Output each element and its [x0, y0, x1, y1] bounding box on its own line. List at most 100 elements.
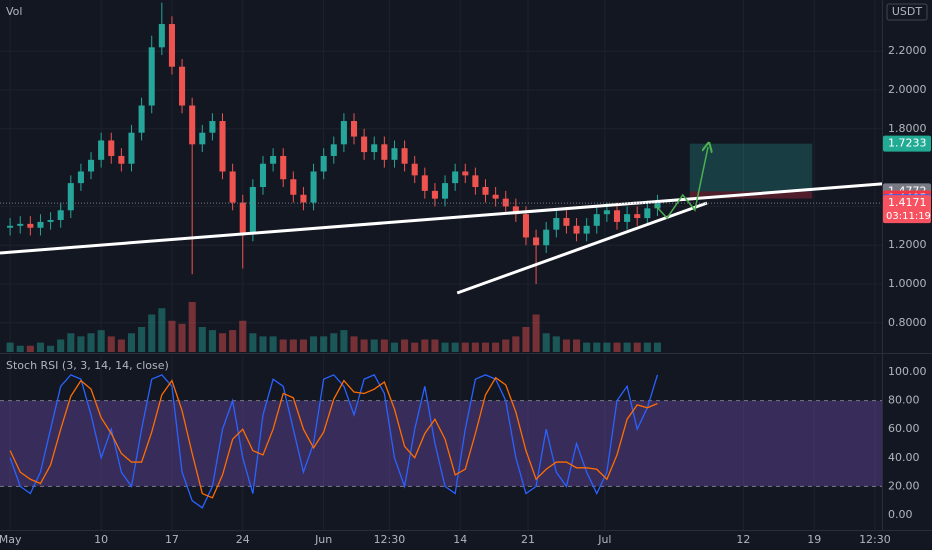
volume-bar	[603, 342, 611, 352]
volume-bar	[289, 339, 297, 352]
volume-bar	[198, 327, 206, 352]
volume-bar	[562, 339, 570, 352]
volume-bar	[67, 333, 75, 352]
y-tick-label: 2.2000	[888, 44, 927, 57]
x-tick-label: 12	[736, 533, 750, 546]
candle-body	[522, 214, 529, 238]
candle-body	[371, 144, 378, 153]
volume-bar	[107, 336, 115, 352]
volume-bar	[16, 345, 24, 352]
candle-body	[189, 105, 196, 145]
candle-body	[634, 214, 641, 219]
candle-body	[654, 202, 661, 209]
candle-body	[593, 214, 600, 226]
volume-bar	[350, 336, 358, 352]
volume-bar	[320, 336, 328, 352]
volume-bar	[229, 330, 237, 352]
candle-body	[381, 144, 388, 160]
candle-body	[158, 24, 165, 48]
x-tick-label: 12:30	[374, 533, 406, 546]
candle-body	[613, 210, 621, 222]
countdown: 03:11:19	[886, 211, 931, 222]
volume-bar	[208, 330, 216, 352]
volume-bar	[613, 342, 621, 352]
candle-body	[310, 171, 317, 203]
volume-bar	[218, 333, 227, 352]
volume-bar	[431, 339, 439, 352]
candle-body	[603, 210, 610, 215]
candle-body	[17, 223, 24, 226]
price-label-bg	[883, 135, 931, 152]
candle-body	[644, 208, 651, 219]
volume-bar	[127, 333, 136, 352]
volume-bar	[178, 323, 186, 352]
y-tick-label: 0.8000	[888, 316, 927, 329]
price-label: 1.7233	[888, 137, 927, 150]
candle-body	[330, 144, 337, 156]
y-tick-label: 2.0000	[888, 83, 927, 96]
volume-bar	[279, 339, 287, 352]
candle-body	[421, 175, 428, 191]
candle-body	[128, 132, 135, 164]
candle-body	[361, 136, 368, 153]
volume-bar	[401, 339, 409, 352]
candle-body	[229, 171, 236, 203]
volume-bar	[481, 342, 490, 352]
volume-bar	[360, 339, 368, 352]
x-tick-label: 21	[521, 533, 535, 546]
rsi-pane	[0, 355, 882, 530]
currency-badge[interactable]	[886, 3, 928, 21]
volume-bar	[512, 336, 520, 352]
volume-bar	[299, 339, 307, 352]
candle-body	[462, 171, 469, 176]
volume-bar	[148, 314, 156, 352]
candle-body	[553, 218, 560, 230]
trendline	[0, 182, 882, 255]
candle-body	[320, 155, 327, 172]
volume-bar	[330, 333, 338, 352]
volume-bar	[47, 345, 55, 352]
volume-bar	[522, 327, 530, 352]
volume-bar	[421, 339, 429, 352]
candle-body	[219, 121, 226, 172]
candle-body	[431, 190, 438, 199]
volume-bar	[542, 333, 550, 352]
volume-bar	[633, 342, 641, 352]
candle-body	[350, 121, 358, 137]
y-tick-label: 1.2000	[888, 238, 927, 251]
volume-bar	[370, 339, 378, 352]
candle-body	[492, 194, 499, 199]
candle-body	[199, 132, 206, 145]
y-tick-label: 20.00	[888, 479, 920, 492]
volume-bar	[552, 336, 560, 352]
candle-body	[47, 219, 54, 222]
candle-body	[57, 210, 64, 220]
candle-body	[148, 47, 155, 106]
candle-body	[259, 163, 267, 187]
candle-body	[573, 225, 580, 234]
y-tick-label: 80.00	[888, 394, 920, 407]
candle-body	[583, 225, 590, 234]
candle-body	[411, 163, 418, 176]
candle-body	[472, 175, 479, 187]
volume-bar	[26, 345, 34, 352]
candle-body	[512, 206, 519, 215]
price-pane	[0, 0, 882, 352]
x-tick-label: 19	[807, 533, 821, 546]
volume-bar	[411, 342, 419, 352]
candle-body	[87, 159, 95, 172]
candle-body	[300, 194, 307, 203]
volume-bar	[441, 342, 449, 352]
candle-body	[118, 155, 125, 164]
x-tick-label: 14	[453, 533, 467, 546]
volume-bar	[168, 320, 176, 352]
candle-body	[209, 121, 216, 133]
volume-bar	[239, 320, 247, 352]
volume-bar	[36, 342, 44, 352]
volume-bar	[623, 342, 631, 352]
volume-bar	[57, 339, 65, 352]
x-tick-label: 12:30	[859, 533, 891, 546]
